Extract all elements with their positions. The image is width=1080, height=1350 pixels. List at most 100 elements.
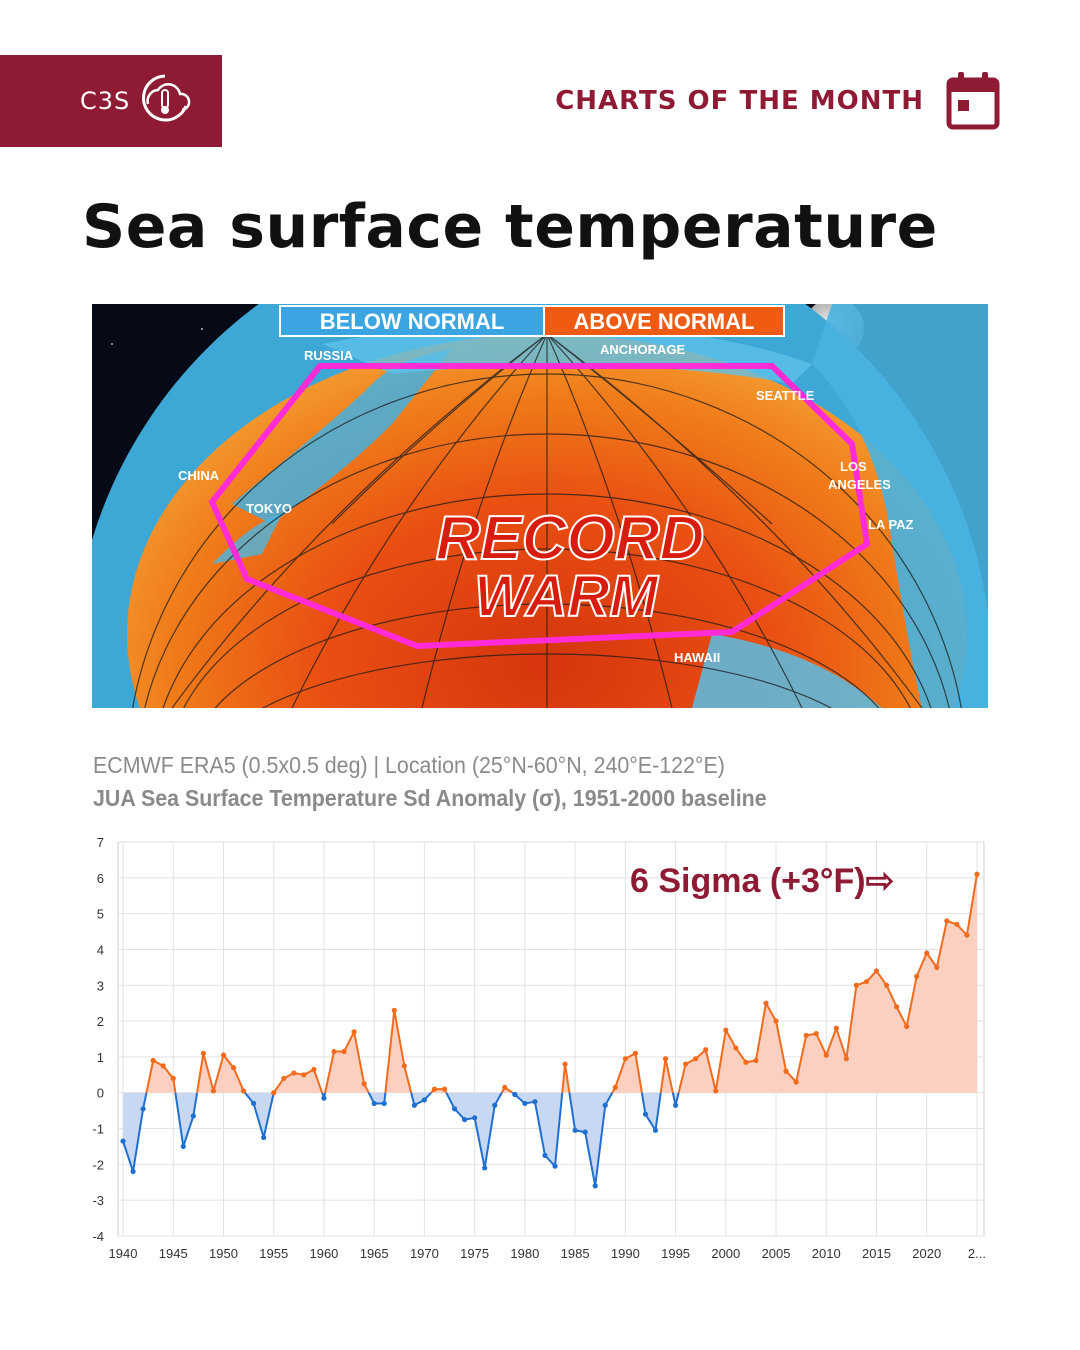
data-point <box>964 932 970 938</box>
series-line-segment <box>145 1060 155 1093</box>
data-point <box>271 1090 277 1096</box>
x-tick-label: 1970 <box>410 1246 439 1261</box>
data-point <box>251 1100 257 1107</box>
data-point <box>833 1025 839 1031</box>
series-line-segment <box>594 1105 607 1186</box>
x-tick-label: 1960 <box>309 1246 338 1261</box>
y-tick-label: 0 <box>97 1086 104 1101</box>
x-tick-label: 1975 <box>460 1246 489 1261</box>
data-point <box>693 1056 699 1062</box>
series-line-segment <box>174 1092 185 1147</box>
series-line-segment <box>192 1092 199 1117</box>
positive-area-fill <box>123 874 977 1093</box>
brand-name: C3S <box>80 87 131 115</box>
data-point <box>462 1116 468 1123</box>
data-point <box>532 1099 538 1105</box>
series-line-segment <box>875 970 888 986</box>
negative-area-fill <box>123 1092 977 1186</box>
data-point <box>662 1056 669 1062</box>
sst-anomaly-chart: 7 6 5 4 3 2 1 0 -1 -2 -3 -4 1940 1945 1950 1955 1960 1965… <box>92 835 986 1261</box>
x-tick-label: 1990 <box>611 1246 640 1261</box>
data-point <box>743 1059 749 1065</box>
data-point <box>652 1127 659 1133</box>
series-line-segment <box>142 1092 148 1110</box>
series-line-segment <box>312 1069 324 1094</box>
banner-record: RECORD <box>436 504 705 573</box>
data-point <box>612 1084 618 1090</box>
data-point <box>713 1088 719 1094</box>
data-point <box>130 1168 136 1175</box>
data-point <box>904 1023 910 1030</box>
data-point <box>683 1061 689 1067</box>
data-point <box>723 1027 729 1033</box>
label-tokyo: TOKYO <box>246 501 292 516</box>
legend-below: BELOW NORMAL <box>320 309 505 334</box>
data-point <box>954 921 960 927</box>
series-line-segment <box>644 1113 657 1131</box>
data-point <box>261 1134 267 1141</box>
series-line-segment <box>825 1027 838 1056</box>
data-point <box>421 1097 428 1103</box>
series-line-segment <box>654 1092 662 1131</box>
section-label: CHARTS OF THE MONTH <box>555 86 924 116</box>
data-point <box>120 1138 126 1144</box>
data-point <box>542 1152 548 1159</box>
data-point <box>562 1061 568 1067</box>
series-line-segment <box>935 920 948 968</box>
data-point <box>472 1115 478 1121</box>
series-line-segment <box>895 1006 908 1027</box>
series-line-segment <box>473 1117 486 1169</box>
data-point <box>863 979 870 985</box>
data-point <box>391 1007 397 1013</box>
series-line-segment <box>533 1101 546 1156</box>
x-tick-label: 1995 <box>661 1246 690 1261</box>
data-point <box>793 1079 799 1085</box>
y-tick-label: 7 <box>97 835 104 850</box>
data-point <box>492 1102 498 1108</box>
x-tick-label: 1950 <box>209 1246 238 1261</box>
data-point <box>170 1075 176 1081</box>
data-point <box>502 1084 508 1090</box>
record-region-outline <box>208 363 871 650</box>
data-point <box>411 1102 417 1108</box>
series-line-segment <box>795 1035 808 1083</box>
data-point <box>602 1102 608 1108</box>
data-point <box>924 950 930 956</box>
series-line-segment <box>677 1063 687 1093</box>
series-line-segment <box>614 1058 627 1088</box>
x-tick-label: 2005 <box>762 1246 791 1261</box>
sst-globe-map: BELOW NORMAL ABOVE NORMAL RUSSIA ANCHORA… <box>92 304 988 708</box>
series-line-segment <box>965 874 978 936</box>
series-line-segment <box>554 1092 564 1167</box>
x-tick-label: 2020 <box>912 1246 941 1261</box>
series-line-segment <box>445 1092 456 1110</box>
calendar-icon <box>946 70 1000 135</box>
data-point <box>351 1029 357 1035</box>
data-point <box>944 918 950 924</box>
series-line-segment <box>905 976 918 1027</box>
series-line-segment <box>735 1047 747 1063</box>
data-point <box>522 1100 528 1107</box>
data-point <box>823 1052 829 1058</box>
x-tick-label: 2000 <box>711 1246 740 1261</box>
label-china: CHINA <box>178 468 220 483</box>
data-point <box>311 1066 317 1073</box>
data-point <box>200 1050 206 1056</box>
data-point <box>883 982 890 988</box>
cloud-thermometer-icon <box>136 70 194 133</box>
series-line-segment <box>403 1065 413 1093</box>
series-line-segment <box>775 1020 788 1072</box>
data-point <box>140 1106 146 1112</box>
series-line-segment <box>232 1067 245 1092</box>
brand-block: C3S <box>0 55 222 147</box>
page-title: Sea surface temperature <box>82 192 938 262</box>
series-line-segment <box>564 1063 571 1093</box>
data-point <box>622 1056 628 1062</box>
x-tick-label: 1980 <box>510 1246 539 1261</box>
data-point <box>150 1057 156 1064</box>
chart-annotation: 6 Sigma (+3°F)⇨ <box>630 862 894 900</box>
data-point <box>572 1127 578 1133</box>
series-line-segment <box>122 1140 135 1172</box>
series-line-segment <box>384 1010 396 1093</box>
data-point <box>371 1100 377 1107</box>
